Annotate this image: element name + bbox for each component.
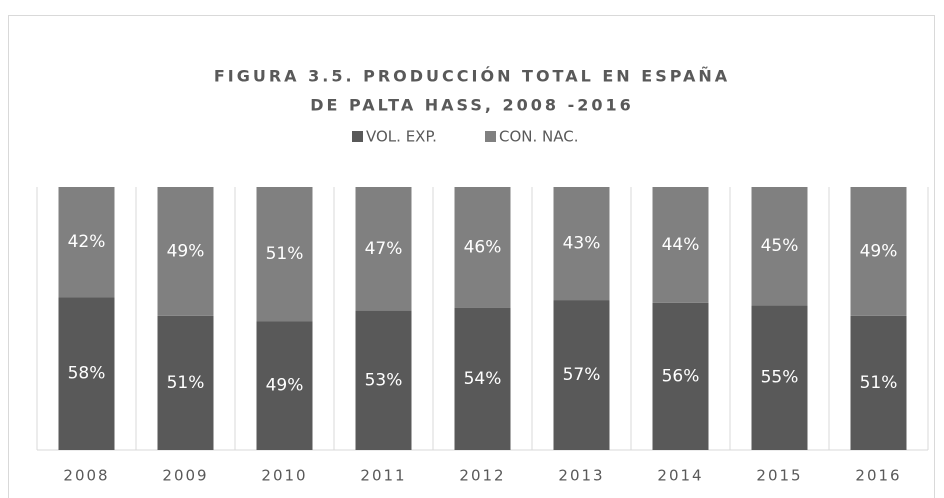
data-label: 55%	[761, 368, 799, 388]
data-label: 42%	[68, 232, 106, 252]
bar-segment	[157, 187, 214, 316]
x-tick-label: 2009	[162, 467, 208, 485]
data-label: 49%	[167, 241, 205, 261]
bar-segment	[553, 187, 610, 301]
data-label: 57%	[563, 365, 601, 385]
bar-segment	[751, 187, 808, 306]
legend-swatch	[352, 131, 363, 142]
bar-segment	[850, 315, 907, 450]
bar-segment	[751, 305, 808, 450]
x-tick-label: 2010	[261, 467, 307, 485]
data-label: 53%	[365, 370, 403, 390]
data-label: 54%	[464, 369, 502, 389]
data-label: 43%	[563, 234, 601, 254]
bar-segment	[256, 321, 313, 450]
bar-segment	[355, 310, 412, 450]
bar-segment	[553, 300, 610, 450]
data-label: 51%	[167, 373, 205, 393]
bar-segment	[454, 187, 511, 308]
bar-segment	[157, 315, 214, 450]
legend-label: CON. NAC.	[499, 128, 579, 146]
bar-segment	[454, 307, 511, 450]
data-label: 45%	[761, 236, 799, 256]
x-tick-label: 2015	[756, 467, 802, 485]
data-label: 51%	[266, 244, 304, 264]
data-label: 51%	[860, 373, 898, 393]
legend-swatch	[485, 131, 496, 142]
chart-title: FIGURA 3.5. PRODUCCIÓN TOTAL EN ESPAÑA	[214, 67, 730, 86]
x-tick-label: 2013	[558, 467, 604, 485]
data-label: 56%	[662, 366, 700, 386]
bar-segment	[850, 187, 907, 316]
x-tick-label: 2011	[360, 467, 406, 485]
data-label: 44%	[662, 235, 700, 255]
x-tick-label: 2014	[657, 467, 703, 485]
bar-segment	[355, 187, 412, 311]
bar-segment	[652, 187, 709, 303]
data-label: 49%	[266, 376, 304, 396]
data-label: 49%	[860, 241, 898, 261]
x-tick-label: 2016	[855, 467, 901, 485]
bar-segment	[256, 187, 313, 322]
data-label: 46%	[464, 237, 502, 257]
chart-title: DE PALTA HASS, 2008 -2016	[310, 96, 634, 115]
bar-segment	[652, 302, 709, 450]
bar-segment	[58, 187, 115, 298]
data-label: 47%	[365, 239, 403, 259]
x-tick-label: 2008	[63, 467, 109, 485]
bar-segment	[58, 297, 115, 450]
legend-label: VOL. EXP.	[366, 128, 437, 146]
data-label: 58%	[68, 364, 106, 384]
x-tick-label: 2012	[459, 467, 505, 485]
